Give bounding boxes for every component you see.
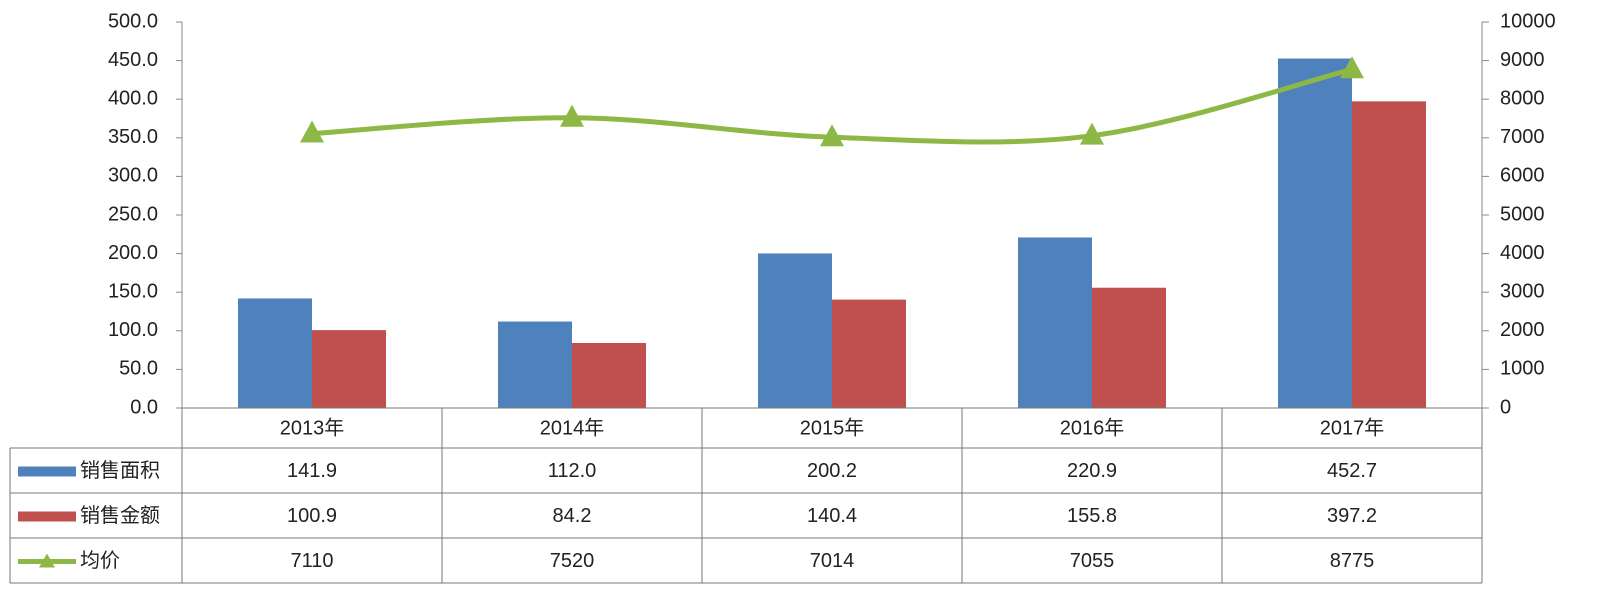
y-tick-label: 50.0 — [119, 358, 158, 380]
x-tick-label: 2015年 — [800, 416, 865, 439]
table-cell: 7520 — [550, 550, 595, 572]
y2-tick-label: 0 — [1500, 396, 1511, 418]
marker — [1340, 56, 1364, 79]
y2-tick-label: 7000 — [1500, 126, 1545, 148]
x-tick-label: 2016年 — [1060, 416, 1125, 439]
table-cell: 8775 — [1330, 550, 1375, 572]
bar — [758, 253, 832, 408]
y-tick-label: 400.0 — [108, 87, 158, 109]
bar — [832, 299, 906, 408]
legend-label: 均价 — [80, 549, 120, 572]
legend-label: 销售面积 — [80, 459, 160, 482]
y2-tick-label: 3000 — [1500, 280, 1545, 302]
table-cell: 7014 — [810, 550, 855, 572]
y-tick-label: 350.0 — [108, 126, 158, 148]
y-tick-label: 500.0 — [108, 10, 158, 32]
table-cell: 397.2 — [1327, 505, 1377, 527]
marker — [1080, 122, 1104, 145]
bar — [1018, 237, 1092, 408]
bar — [572, 342, 646, 408]
y-tick-label: 200.0 — [108, 242, 158, 264]
marker — [560, 104, 584, 127]
y2-tick-label: 8000 — [1500, 87, 1545, 109]
bar — [1092, 287, 1166, 408]
table-cell: 155.8 — [1067, 505, 1117, 527]
legend-label: 销售金额 — [80, 504, 160, 527]
bar — [238, 298, 312, 408]
bar — [1278, 58, 1352, 409]
bar — [1352, 101, 1426, 408]
table-cell: 7110 — [290, 550, 333, 572]
x-tick-label: 2017年 — [1320, 416, 1385, 439]
y-tick-label: 300.0 — [108, 165, 158, 187]
table-cell: 84.2 — [553, 505, 592, 527]
marker — [820, 124, 844, 147]
y-tick-label: 450.0 — [108, 49, 158, 71]
table-cell: 200.2 — [807, 460, 857, 482]
legend-marker — [39, 553, 55, 568]
y-tick-label: 150.0 — [108, 280, 158, 302]
y2-tick-label: 6000 — [1500, 165, 1545, 187]
x-tick-label: 2014年 — [540, 416, 605, 439]
y2-tick-label: 5000 — [1500, 203, 1545, 225]
y2-tick-label: 9000 — [1500, 49, 1545, 71]
y2-tick-label: 1000 — [1500, 358, 1545, 380]
table-cell: 140.4 — [807, 505, 857, 527]
bar — [498, 321, 572, 408]
table-cell: 141.9 — [287, 460, 337, 482]
y2-tick-label: 10000 — [1500, 10, 1556, 32]
table-cell: 112.0 — [548, 460, 597, 482]
y2-tick-label: 4000 — [1500, 242, 1545, 264]
table-cell: 7055 — [1070, 550, 1115, 572]
y-tick-label: 100.0 — [108, 319, 158, 341]
legend-swatch — [18, 466, 76, 477]
bar — [312, 330, 386, 408]
table-cell: 452.7 — [1327, 460, 1377, 482]
y-tick-label: 250.0 — [108, 203, 158, 225]
y-tick-label: 0.0 — [130, 396, 158, 418]
table-cell: 220.9 — [1067, 460, 1117, 482]
y2-tick-label: 2000 — [1500, 319, 1545, 341]
x-tick-label: 2013年 — [280, 416, 345, 439]
marker — [300, 120, 324, 143]
legend-swatch — [18, 511, 76, 522]
table-cell: 100.9 — [287, 505, 337, 527]
